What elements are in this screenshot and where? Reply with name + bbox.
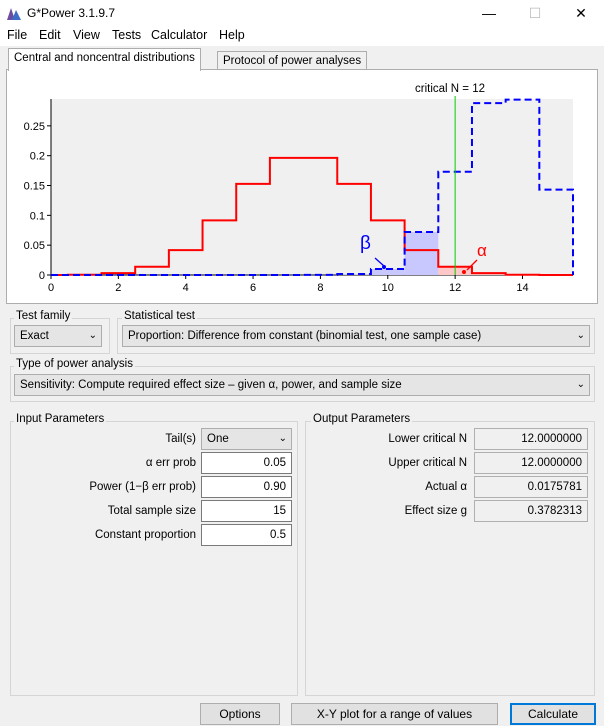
beta-pointer-dot <box>382 265 386 269</box>
statistical-test-select[interactable]: Proportion: Difference from constant (bi… <box>122 325 590 347</box>
power-analysis-group <box>10 366 595 402</box>
title-bar: G*Power 3.1.9.7 — ☐ ✕ <box>0 0 604 26</box>
x-tick-label: 0 <box>48 282 54 294</box>
calculate-button[interactable]: Calculate <box>510 703 596 725</box>
options-button[interactable]: Options <box>200 703 280 725</box>
menu-edit[interactable]: Edit <box>39 28 61 42</box>
input-parameters-label: Input Parameters <box>14 413 107 425</box>
x-tick-label: 4 <box>183 282 189 294</box>
upper-critical-n-label: Upper critical N <box>388 457 467 469</box>
alpha-pointer-dot <box>462 270 466 274</box>
x-tick-label: 10 <box>382 282 394 294</box>
menu-calculator[interactable]: Calculator <box>151 28 208 42</box>
noncentral-distribution-line <box>51 98 574 276</box>
distribution-plot: 0.25 0.2 0.15 0.1 0.05 0 0 2 4 6 8 10 12 14 critical… <box>24 83 574 294</box>
y-tick-label: 0.05 <box>24 240 45 252</box>
power-label: Power (1−β err prob) <box>89 481 196 493</box>
test-family-label: Test family <box>14 310 73 322</box>
power-analysis-select[interactable]: Sensitivity: Compute required effect siz… <box>14 374 590 396</box>
power-input[interactable]: 0.90 <box>201 476 292 498</box>
y-tick-label: 0.25 <box>24 121 45 133</box>
tails-select[interactable]: One ⌄ <box>201 428 292 450</box>
chevron-down-icon: ⌄ <box>88 330 97 341</box>
effect-size-value: 0.3782313 <box>474 500 588 522</box>
menu-bar: File Edit View Tests Calculator Help <box>0 26 604 46</box>
tab-protocol[interactable]: Protocol of power analyses <box>217 51 368 71</box>
close-button[interactable]: ✕ <box>558 0 604 26</box>
x-tick-label: 8 <box>317 282 323 294</box>
maximize-button[interactable]: ☐ <box>512 0 558 26</box>
test-family-select[interactable]: Exact ⌄ <box>14 325 102 347</box>
y-tick-label: 0.1 <box>30 210 45 222</box>
alpha-label: α <box>477 241 487 260</box>
x-tick-label: 2 <box>115 282 121 294</box>
minimize-icon: — <box>482 5 496 21</box>
lower-critical-n-value: 12.0000000 <box>474 428 588 450</box>
chevron-down-icon: ⌄ <box>576 379 585 390</box>
alpha-err-input[interactable]: 0.05 <box>201 452 292 474</box>
window-title: G*Power 3.1.9.7 <box>27 6 116 20</box>
x-tick-label: 14 <box>516 282 528 294</box>
statistical-test-label: Statistical test <box>122 310 197 322</box>
chevron-down-icon: ⌄ <box>576 330 585 341</box>
xy-plot-button[interactable]: X-Y plot for a range of values <box>291 703 498 725</box>
statistical-test-value: Proportion: Difference from constant (bi… <box>128 330 482 342</box>
constant-proportion-input[interactable]: 0.5 <box>201 524 292 546</box>
total-sample-size-input[interactable]: 15 <box>201 500 292 522</box>
beta-region <box>337 274 371 275</box>
total-sample-size-label: Total sample size <box>107 505 196 517</box>
tails-value: One <box>207 433 229 445</box>
minimize-button[interactable]: — <box>466 0 512 26</box>
tails-label: Tail(s) <box>165 433 196 445</box>
menu-help[interactable]: Help <box>219 28 245 42</box>
upper-critical-n-value: 12.0000000 <box>474 452 588 474</box>
central-distribution-line <box>51 156 573 276</box>
output-parameters-group <box>305 421 595 696</box>
alpha-pointer <box>466 259 478 271</box>
menu-file[interactable]: File <box>7 28 28 42</box>
x-tick-label: 12 <box>449 282 461 294</box>
statistical-test-group <box>117 318 595 354</box>
test-family-value: Exact <box>20 330 49 342</box>
beta-region <box>404 232 439 275</box>
actual-alpha-label: Actual α <box>425 481 467 493</box>
alpha-err-label: α err prob <box>145 457 196 469</box>
beta-region <box>370 269 405 275</box>
beta-pointer <box>374 257 385 267</box>
plot-area <box>51 99 573 275</box>
input-parameters-group <box>10 421 298 696</box>
y-tick-label: 0.15 <box>24 181 45 193</box>
close-icon: ✕ <box>575 5 587 21</box>
x-tick-label: 6 <box>250 282 256 294</box>
menu-tests[interactable]: Tests <box>112 28 142 42</box>
effect-size-label: Effect size g <box>404 505 467 517</box>
critical-n-label: critical N = 12 <box>415 83 485 95</box>
menu-view[interactable]: View <box>73 28 100 42</box>
y-tick-label: 0 <box>39 270 45 282</box>
maximize-icon: ☐ <box>528 5 542 21</box>
constant-proportion-label: Constant proportion <box>94 529 196 541</box>
tab-distributions[interactable]: Central and noncentral distributions <box>8 48 201 71</box>
output-parameters-label: Output Parameters <box>311 413 413 425</box>
distribution-plot-panel: 0.25 0.2 0.15 0.1 0.05 0 0 2 4 6 8 10 12 14 critical… <box>6 69 598 304</box>
beta-label: β <box>360 233 371 254</box>
gpower-app-icon <box>7 8 21 20</box>
chevron-down-icon: ⌄ <box>278 433 287 444</box>
power-analysis-label: Type of power analysis <box>14 358 135 370</box>
power-analysis-value: Sensitivity: Compute required effect siz… <box>20 379 402 391</box>
lower-critical-n-label: Lower critical N <box>388 433 467 445</box>
actual-alpha-value: 0.0175781 <box>474 476 588 498</box>
y-tick-label: 0.2 <box>30 151 45 163</box>
